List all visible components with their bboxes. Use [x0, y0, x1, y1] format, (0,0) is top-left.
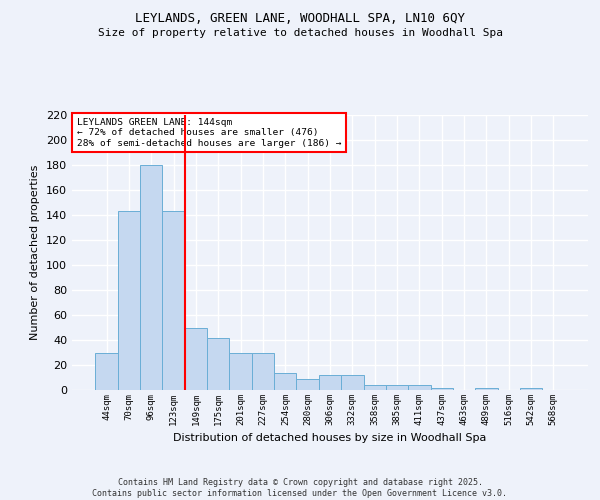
Bar — [207, 338, 229, 390]
Bar — [252, 352, 274, 390]
Bar — [520, 388, 542, 390]
Bar — [274, 372, 296, 390]
Bar — [364, 385, 386, 390]
Text: LEYLANDS, GREEN LANE, WOODHALL SPA, LN10 6QY: LEYLANDS, GREEN LANE, WOODHALL SPA, LN10… — [135, 12, 465, 26]
Bar — [163, 211, 185, 390]
Bar — [341, 375, 364, 390]
X-axis label: Distribution of detached houses by size in Woodhall Spa: Distribution of detached houses by size … — [173, 434, 487, 444]
Bar — [229, 352, 252, 390]
Bar — [118, 211, 140, 390]
Text: Contains HM Land Registry data © Crown copyright and database right 2025.
Contai: Contains HM Land Registry data © Crown c… — [92, 478, 508, 498]
Bar — [140, 165, 163, 390]
Bar — [296, 379, 319, 390]
Bar — [431, 388, 453, 390]
Text: LEYLANDS GREEN LANE: 144sqm
← 72% of detached houses are smaller (476)
28% of se: LEYLANDS GREEN LANE: 144sqm ← 72% of det… — [77, 118, 341, 148]
Bar — [319, 375, 341, 390]
Bar — [386, 385, 408, 390]
Y-axis label: Number of detached properties: Number of detached properties — [31, 165, 40, 340]
Bar — [408, 385, 431, 390]
Bar — [95, 352, 118, 390]
Text: Size of property relative to detached houses in Woodhall Spa: Size of property relative to detached ho… — [97, 28, 503, 38]
Bar — [475, 388, 497, 390]
Bar — [185, 328, 207, 390]
